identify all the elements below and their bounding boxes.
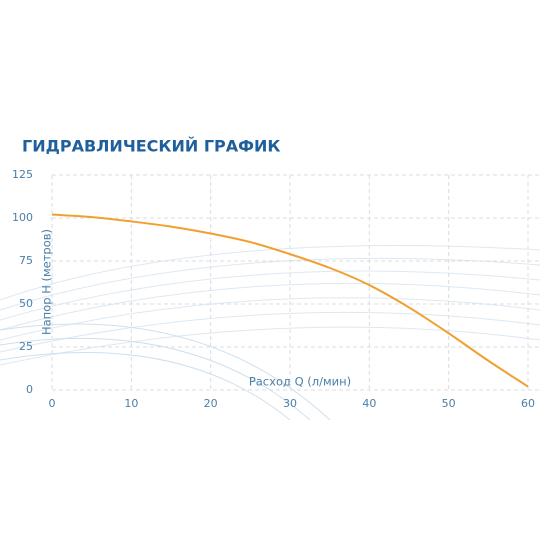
x-tick-label: 50: [442, 397, 456, 410]
y-tick-label: 75: [19, 254, 33, 267]
curve: [51, 213, 529, 388]
chart-title: ГИДРАВЛИЧЕСКИЙ ГРАФИК: [22, 137, 281, 156]
y-axis-label: Напор H (метров): [40, 229, 54, 335]
x-tick-label: 60: [521, 397, 535, 410]
x-tick-label: 20: [204, 397, 218, 410]
x-axis-label: Расход Q (л/мин): [249, 375, 351, 389]
y-tick-label: 0: [26, 383, 33, 396]
decor-waves: [0, 245, 541, 421]
y-tick-label: 50: [19, 297, 33, 310]
x-tick-label: 40: [362, 397, 376, 410]
y-tick-label: 25: [19, 340, 33, 353]
y-tick-label: 100: [12, 211, 33, 224]
y-tick-label: 125: [12, 168, 33, 181]
x-tick-label: 30: [283, 397, 297, 410]
x-tick-label: 0: [49, 397, 56, 410]
x-tick-label: 10: [124, 397, 138, 410]
